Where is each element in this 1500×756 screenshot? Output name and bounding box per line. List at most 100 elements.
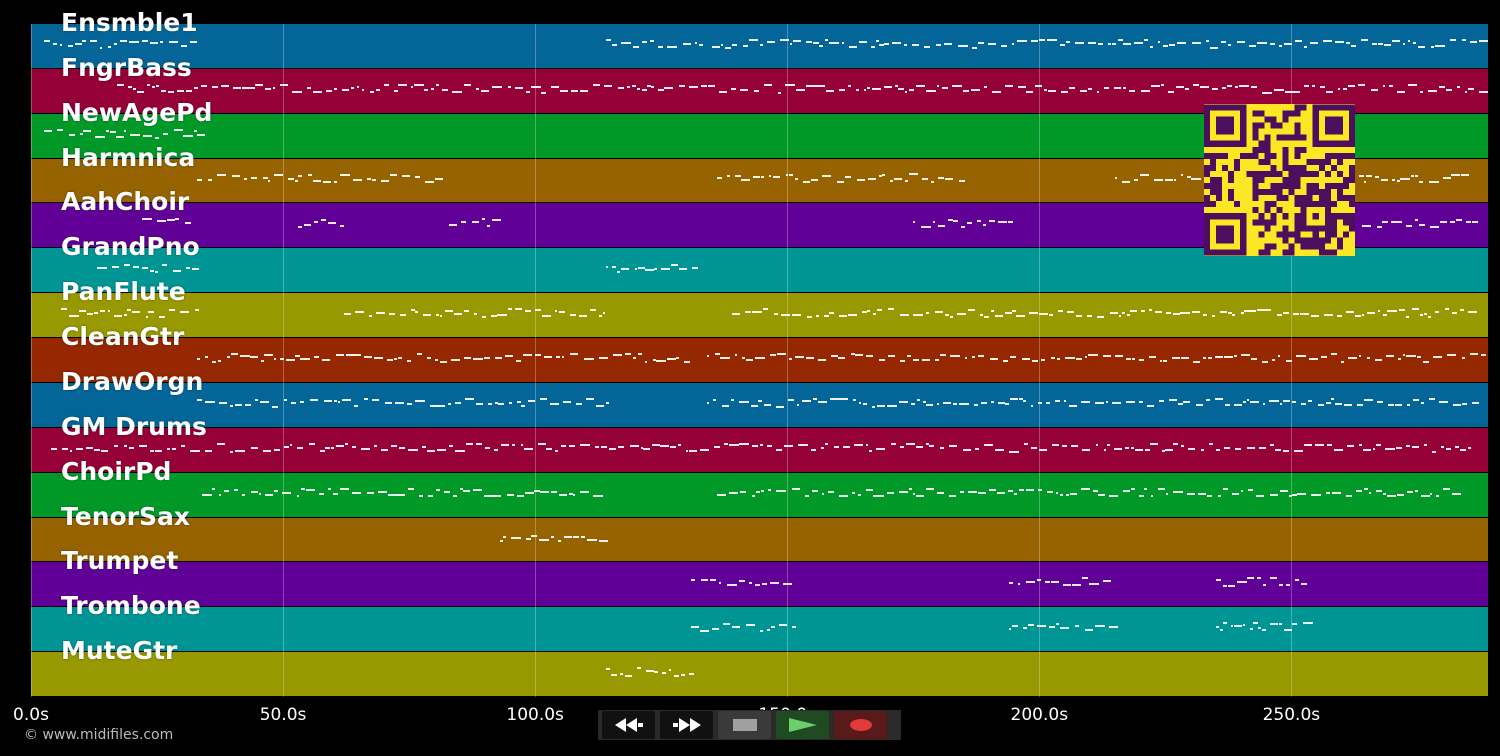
midi-note: [1206, 39, 1209, 42]
midi-note: [69, 314, 80, 317]
midi-note: [449, 444, 453, 447]
midi-note: [1241, 354, 1251, 357]
track-row[interactable]: [31, 472, 1488, 517]
midi-note: [1467, 446, 1472, 449]
track-row[interactable]: [31, 427, 1488, 472]
rewind-icon: [614, 718, 643, 732]
midi-note: [770, 581, 779, 584]
midi-note: [1065, 357, 1076, 360]
midi-note: [526, 538, 531, 541]
midi-note: [176, 89, 185, 92]
midi-note: [255, 399, 258, 402]
fast-forward-button[interactable]: [660, 711, 713, 739]
midi-note: [551, 536, 554, 539]
midi-note: [119, 40, 128, 43]
midi-note: [487, 224, 490, 227]
midi-note: [755, 357, 765, 360]
midi-note: [1382, 84, 1386, 87]
midi-note: [224, 490, 229, 493]
midi-note: [1335, 40, 1345, 43]
rewind-button[interactable]: [602, 711, 655, 739]
midi-note: [1180, 174, 1184, 177]
midi-note: [744, 311, 752, 314]
midi-note: [1081, 577, 1088, 580]
midi-note: [364, 356, 372, 359]
midi-note: [1387, 403, 1395, 406]
midi-note: [629, 444, 639, 447]
midi-note: [1203, 356, 1206, 359]
midi-note: [339, 488, 349, 491]
midi-note: [868, 177, 877, 180]
midi-note: [390, 445, 397, 448]
midi-note: [1242, 624, 1245, 627]
midi-note: [770, 354, 777, 357]
midi-note: [375, 88, 380, 91]
midi-note: [372, 179, 377, 182]
midi-note: [481, 315, 487, 318]
midi-note: [1392, 39, 1400, 42]
midi-note: [1432, 450, 1436, 453]
midi-note: [1279, 584, 1283, 587]
midi-note: [714, 353, 720, 356]
midi-note: [218, 402, 227, 405]
midi-note: [1453, 403, 1461, 406]
midi-note: [678, 84, 685, 87]
midi-note: [1060, 90, 1069, 93]
midi-note: [352, 491, 361, 494]
record-button[interactable]: [834, 711, 887, 739]
midi-note: [1010, 398, 1018, 401]
midi-note: [96, 267, 107, 270]
midi-note: [74, 42, 82, 45]
midi-note: [1125, 357, 1131, 360]
midi-note: [493, 448, 498, 451]
midi-note: [294, 180, 298, 182]
midi-note: [531, 86, 542, 89]
midi-note: [1132, 357, 1136, 360]
midi-note: [189, 40, 198, 43]
midi-note: [1111, 42, 1117, 45]
midi-note: [869, 449, 873, 452]
midi-note: [879, 174, 882, 177]
midi-note: [435, 83, 439, 86]
track-row[interactable]: [31, 517, 1488, 562]
midi-note: [928, 445, 935, 448]
midi-note: [546, 447, 552, 450]
midi-note: [339, 224, 345, 227]
midi-note: [530, 534, 538, 537]
midi-note: [1141, 309, 1146, 312]
midi-note: [784, 84, 795, 87]
midi-note: [952, 403, 958, 406]
midi-note: [1292, 622, 1298, 625]
midi-note: [124, 130, 127, 133]
midi-note: [981, 402, 987, 405]
track-row[interactable]: [31, 293, 1488, 338]
midi-note: [1286, 583, 1291, 586]
midi-note: [1046, 402, 1050, 405]
track-row[interactable]: [31, 652, 1488, 696]
midi-note: [52, 42, 57, 45]
midi-note: [1419, 181, 1424, 184]
stop-button[interactable]: [718, 711, 771, 739]
track-row[interactable]: [31, 607, 1488, 652]
midi-note: [480, 89, 489, 92]
midi-note: [1356, 490, 1363, 493]
midi-note: [1095, 625, 1105, 628]
midi-note: [806, 41, 813, 44]
midi-note: [794, 355, 805, 358]
midi-note: [1282, 450, 1290, 453]
midi-note: [824, 315, 829, 318]
track-row[interactable]: [31, 562, 1488, 607]
midi-note: [605, 265, 609, 268]
midi-note: [1149, 309, 1152, 312]
track-row[interactable]: [31, 382, 1488, 427]
play-button[interactable]: [776, 711, 829, 739]
midi-note: [422, 446, 427, 449]
track-row[interactable]: [31, 338, 1488, 382]
midi-note: [679, 267, 687, 270]
track-row[interactable]: [31, 24, 1488, 68]
midi-note: [485, 446, 490, 449]
midi-note: [1055, 492, 1058, 495]
midi-note: [1416, 355, 1422, 358]
midi-note: [1052, 444, 1059, 447]
midi-note: [173, 270, 182, 273]
